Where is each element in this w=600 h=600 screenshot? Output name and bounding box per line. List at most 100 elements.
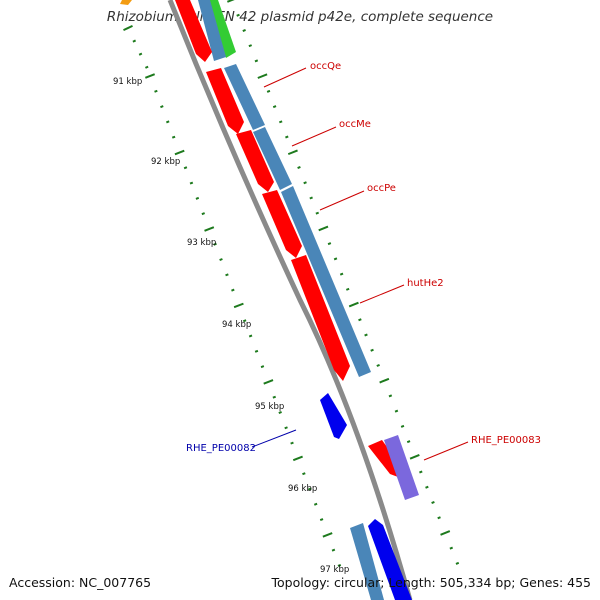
orange-feature bbox=[120, 0, 132, 5]
minor-tick bbox=[195, 196, 200, 200]
gene-label-occMe[interactable]: occMe bbox=[339, 119, 371, 130]
minor-tick bbox=[254, 349, 259, 353]
major-tick bbox=[123, 24, 133, 32]
minor-tick bbox=[254, 59, 259, 63]
blue-cds-RHE_PE00082 bbox=[320, 393, 347, 439]
gene-label-occPe[interactable]: occPe bbox=[367, 183, 396, 194]
minor-tick bbox=[285, 135, 289, 139]
scale-label: 92 kbp bbox=[151, 157, 180, 167]
scale-label: 93 kbp bbox=[187, 238, 216, 248]
accession-label: Accession: NC_007765 bbox=[9, 575, 152, 590]
minor-tick bbox=[309, 196, 313, 200]
minor-tick bbox=[431, 501, 435, 504]
scale-label: 97 kbp bbox=[320, 565, 349, 575]
red-cds-1 bbox=[175, 0, 212, 62]
scale-label: 95 kbp bbox=[255, 402, 284, 412]
minor-tick bbox=[284, 426, 288, 430]
minor-tick bbox=[376, 363, 380, 367]
topology-label: Topology: circular; Length: 505,334 bp; … bbox=[271, 575, 592, 590]
minor-tick bbox=[272, 395, 277, 399]
major-tick bbox=[322, 532, 333, 538]
minor-tick bbox=[189, 181, 194, 185]
minor-tick bbox=[302, 472, 306, 476]
minor-tick bbox=[331, 548, 336, 552]
steel-band-1 bbox=[224, 64, 265, 130]
minor-tick bbox=[278, 411, 282, 414]
minor-tick bbox=[138, 52, 143, 56]
major-tick bbox=[226, 0, 235, 3]
major-tick bbox=[348, 301, 359, 308]
major-tick bbox=[204, 226, 215, 232]
major-tick bbox=[174, 149, 185, 156]
red-cds-4 bbox=[262, 190, 302, 258]
steel-band-3 bbox=[281, 186, 371, 377]
minor-tick bbox=[313, 502, 318, 506]
steel-feature-top bbox=[198, 0, 226, 61]
callout-lines bbox=[251, 67, 469, 461]
major-tick bbox=[379, 377, 390, 384]
tick-rails bbox=[123, 0, 460, 567]
minor-tick bbox=[183, 166, 188, 170]
minor-tick bbox=[437, 516, 441, 520]
minor-tick bbox=[394, 409, 399, 413]
minor-tick bbox=[455, 561, 460, 565]
minor-tick bbox=[419, 470, 423, 474]
gene-label-occQe[interactable]: occQe bbox=[310, 61, 341, 72]
minor-tick bbox=[260, 365, 265, 369]
major-tick bbox=[409, 454, 420, 460]
minor-tick bbox=[345, 287, 350, 291]
minor-tick bbox=[400, 424, 405, 428]
steel-band-bottom bbox=[350, 523, 384, 600]
minor-tick bbox=[225, 273, 229, 277]
minor-tick bbox=[201, 212, 206, 216]
gene-label-RHE_PE00082[interactable]: RHE_PE00082 bbox=[186, 443, 256, 454]
red-cds-2 bbox=[206, 68, 244, 134]
scale-label: 96 kbp bbox=[288, 484, 317, 494]
minor-tick bbox=[449, 546, 454, 550]
green-feature bbox=[208, 0, 236, 58]
minor-tick bbox=[358, 318, 362, 322]
minor-tick bbox=[213, 242, 217, 246]
minor-tick bbox=[272, 105, 277, 109]
minor-tick bbox=[219, 258, 223, 262]
minor-tick bbox=[333, 257, 338, 261]
minor-tick bbox=[242, 28, 246, 32]
minor-tick bbox=[278, 120, 283, 124]
minor-tick bbox=[337, 563, 342, 567]
red-cds-5 bbox=[291, 255, 350, 381]
minor-tick bbox=[319, 518, 324, 522]
violet-band bbox=[384, 435, 419, 500]
steel-band-2 bbox=[253, 127, 292, 190]
major-tick bbox=[287, 149, 298, 156]
minor-tick bbox=[266, 89, 271, 93]
minor-tick bbox=[370, 348, 374, 352]
blue-cds-bottom bbox=[368, 519, 412, 600]
minor-tick bbox=[315, 211, 320, 215]
scale-label: 91 kbp bbox=[113, 77, 142, 87]
minor-tick bbox=[388, 394, 393, 398]
major-tick bbox=[257, 73, 268, 79]
minor-tick bbox=[364, 333, 368, 337]
gene-label-RHE_PE00083[interactable]: RHE_PE00083 bbox=[471, 435, 541, 446]
minor-tick bbox=[236, 13, 240, 17]
minor-tick bbox=[231, 288, 235, 292]
minor-tick bbox=[160, 105, 164, 109]
minor-tick bbox=[154, 89, 158, 93]
minor-tick bbox=[406, 440, 411, 444]
major-tick bbox=[318, 225, 329, 232]
backbone-track bbox=[167, 0, 413, 600]
minor-tick bbox=[308, 487, 312, 491]
red-cds-RHE_PE00083 bbox=[368, 440, 402, 477]
minor-tick bbox=[339, 272, 344, 276]
minor-tick bbox=[132, 39, 137, 43]
minor-tick bbox=[248, 44, 253, 48]
red-cds-3 bbox=[236, 130, 274, 192]
major-tick bbox=[292, 455, 303, 462]
minor-tick bbox=[248, 334, 253, 338]
major-tick bbox=[144, 73, 156, 79]
minor-tick bbox=[297, 166, 301, 169]
minor-tick bbox=[165, 120, 170, 124]
gene-label-hutHe2[interactable]: hutHe2 bbox=[407, 278, 444, 289]
minor-tick bbox=[290, 441, 294, 445]
